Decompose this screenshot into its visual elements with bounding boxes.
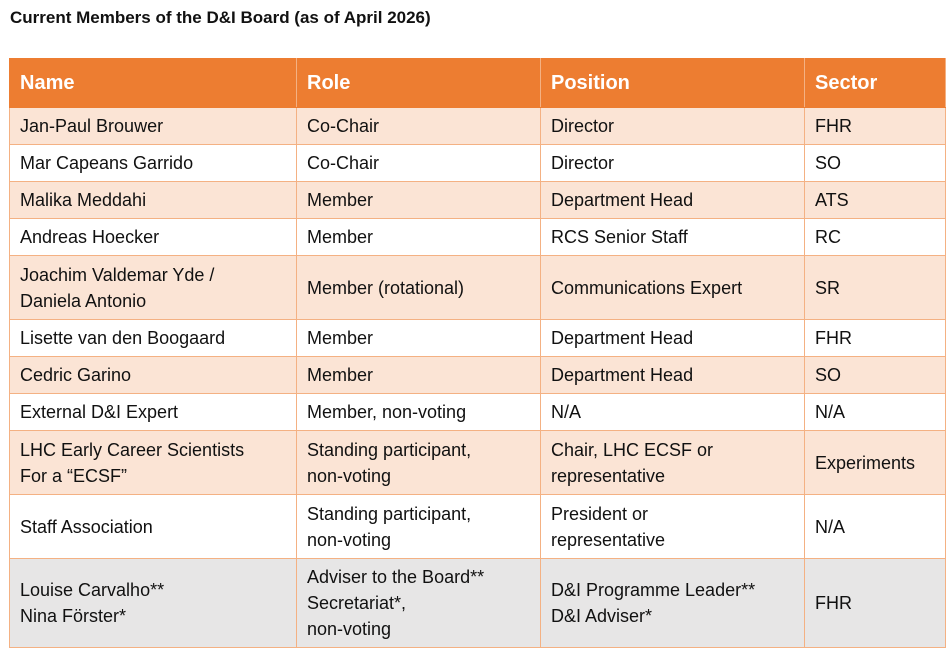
cell-name: Cedric Garino [9,356,297,394]
cell-sector: FHR [804,558,946,648]
cell-role: Member [296,319,541,357]
page-title: Current Members of the D&I Board (as of … [10,8,431,27]
cell-role: Member [296,181,541,219]
table-row: LHC Early Career Scientists For a “ECSF”… [9,430,946,495]
cell-role: Co-Chair [296,144,541,182]
cell-sector: N/A [804,393,946,431]
table-row: External D&I Expert Member, non-voting N… [9,393,946,431]
cell-position: Department Head [540,181,805,219]
header-name: Name [9,58,297,108]
table-header-row: Name Role Position Sector [9,58,946,108]
header-sector: Sector [804,58,946,108]
cell-sector: N/A [804,494,946,559]
cell-name: External D&I Expert [9,393,297,431]
cell-sector: ATS [804,181,946,219]
cell-position: Department Head [540,319,805,357]
cell-sector: SO [804,356,946,394]
table-row: Cedric Garino Member Department Head SO [9,356,946,394]
members-table: Name Role Position Sector Jan-Paul Brouw… [9,58,946,648]
cell-name: Mar Capeans Garrido [9,144,297,182]
cell-position: D&I Programme Leader** D&I Adviser* [540,558,805,648]
table-row: Louise Carvalho** Nina Förster* Adviser … [9,558,946,648]
cell-role: Member, non-voting [296,393,541,431]
cell-role: Standing participant, non-voting [296,494,541,559]
cell-position: Chair, LHC ECSF or representative [540,430,805,495]
cell-position: Director [540,144,805,182]
cell-name: Andreas Hoecker [9,218,297,256]
cell-role: Adviser to the Board** Secretariat*, non… [296,558,541,648]
cell-role: Co-Chair [296,107,541,145]
cell-name: Jan-Paul Brouwer [9,107,297,145]
table-row: Andreas Hoecker Member RCS Senior Staff … [9,218,946,256]
cell-sector: RC [804,218,946,256]
cell-position: RCS Senior Staff [540,218,805,256]
table-row: Staff Association Standing participant, … [9,494,946,559]
header-role: Role [296,58,541,108]
cell-sector: SO [804,144,946,182]
table-row: Malika Meddahi Member Department Head AT… [9,181,946,219]
cell-name: Louise Carvalho** Nina Förster* [9,558,297,648]
cell-role: Member [296,356,541,394]
cell-position: N/A [540,393,805,431]
cell-role: Member [296,218,541,256]
cell-sector: Experiments [804,430,946,495]
cell-name: Lisette van den Boogaard [9,319,297,357]
cell-role: Standing participant, non-voting [296,430,541,495]
table-row: Jan-Paul Brouwer Co-Chair Director FHR [9,107,946,145]
cell-position: Communications Expert [540,255,805,320]
cell-name: LHC Early Career Scientists For a “ECSF” [9,430,297,495]
cell-name: Joachim Valdemar Yde / Daniela Antonio [9,255,297,320]
header-position: Position [540,58,805,108]
table-row: Lisette van den Boogaard Member Departme… [9,319,946,357]
cell-position: Department Head [540,356,805,394]
cell-sector: SR [804,255,946,320]
table-row: Joachim Valdemar Yde / Daniela Antonio M… [9,255,946,320]
cell-position: President or representative [540,494,805,559]
cell-sector: FHR [804,107,946,145]
cell-position: Director [540,107,805,145]
cell-name: Malika Meddahi [9,181,297,219]
cell-role: Member (rotational) [296,255,541,320]
cell-name: Staff Association [9,494,297,559]
cell-sector: FHR [804,319,946,357]
table-row: Mar Capeans Garrido Co-Chair Director SO [9,144,946,182]
